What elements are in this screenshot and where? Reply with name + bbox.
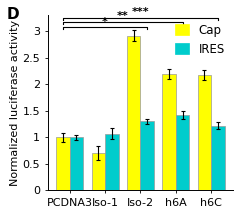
Legend: Cap, IRES: Cap, IRES	[173, 21, 227, 58]
Bar	[92, 153, 105, 190]
Bar	[105, 134, 119, 190]
Text: ***: ***	[132, 7, 149, 17]
Bar	[127, 36, 140, 190]
Bar	[162, 74, 176, 190]
Text: **: **	[117, 11, 129, 21]
Bar	[70, 137, 83, 190]
Text: *: *	[102, 17, 108, 27]
Text: D: D	[7, 7, 20, 22]
Bar	[198, 75, 211, 190]
Bar	[176, 115, 189, 190]
Y-axis label: Normalized luciferase activity: Normalized luciferase activity	[10, 20, 20, 186]
Bar	[211, 126, 225, 190]
Bar	[56, 137, 70, 190]
Bar	[140, 121, 154, 190]
